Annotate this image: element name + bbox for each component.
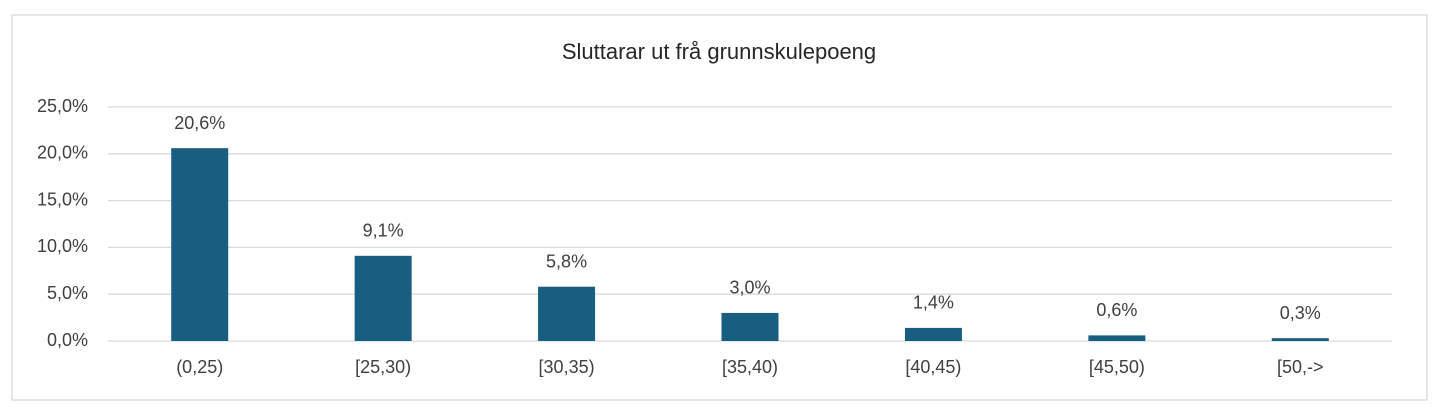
bar: [1088, 335, 1146, 341]
y-tick-label: 25,0%: [37, 96, 88, 116]
y-tick-label: 5,0%: [47, 283, 88, 303]
bar: [538, 286, 596, 341]
data-label: 0,6%: [1096, 300, 1137, 320]
data-label: 3,0%: [729, 278, 770, 298]
x-tick-label: [25,30): [355, 357, 411, 377]
y-tick-label: 20,0%: [37, 143, 88, 163]
x-tick-label: (0,25): [176, 357, 223, 377]
x-tick-label: [40,45): [905, 357, 961, 377]
x-tick-label: [35,40): [722, 357, 778, 377]
data-label: 1,4%: [913, 293, 954, 313]
data-label: 5,8%: [546, 251, 587, 271]
data-label: 20,6%: [174, 113, 225, 133]
y-tick-label: 0,0%: [47, 330, 88, 350]
y-tick-label: 15,0%: [37, 189, 88, 209]
y-tick-label: 10,0%: [37, 236, 88, 256]
data-label: 0,3%: [1280, 303, 1321, 323]
chart-frame: [11, 14, 1428, 401]
x-tick-label: [30,35): [539, 357, 595, 377]
bar: [171, 148, 229, 341]
chart-title: Sluttarar ut frå grunnskulepoeng: [562, 39, 876, 64]
x-tick-label: [45,50): [1089, 357, 1145, 377]
bar: [354, 255, 412, 341]
bar: [904, 327, 962, 341]
bar: [721, 312, 779, 341]
bar: [1271, 338, 1329, 341]
data-label: 9,1%: [363, 221, 404, 241]
x-tick-label: [50,->: [1277, 357, 1324, 377]
